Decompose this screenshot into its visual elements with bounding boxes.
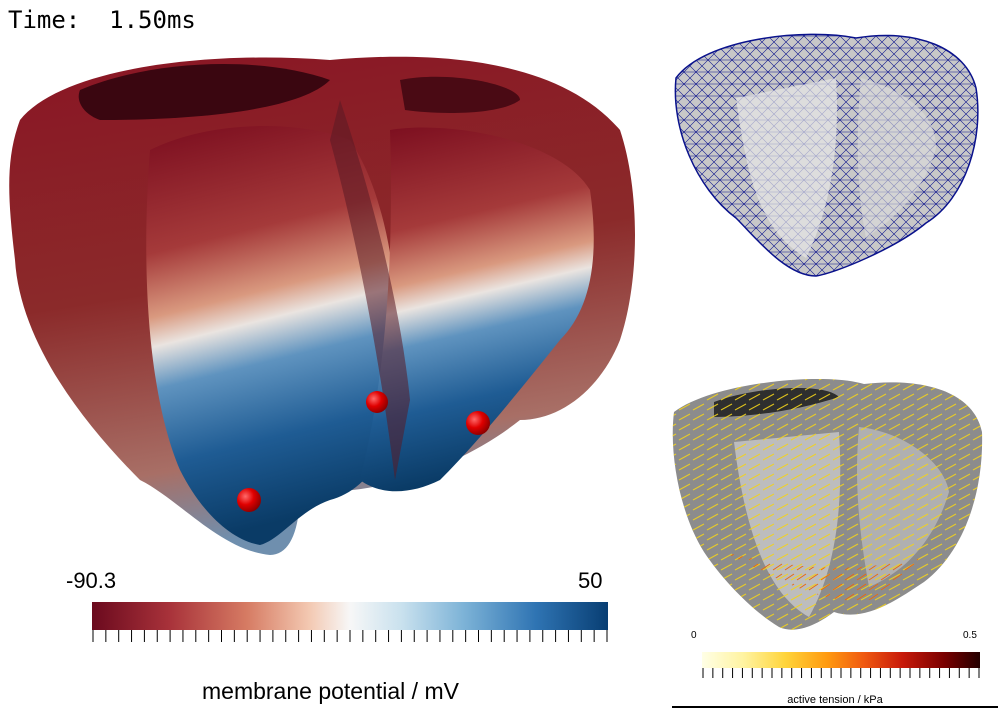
- colorbar-small: [702, 652, 980, 668]
- divider-line: [672, 706, 998, 708]
- tension-surface: [672, 379, 983, 630]
- heart-surface: [9, 56, 635, 555]
- mesh-surface: [674, 33, 979, 277]
- time-value: 1.50ms: [109, 6, 196, 34]
- colorbar-small-title: active tension / kPa: [787, 694, 883, 706]
- active-tension-heart-view[interactable]: [664, 372, 990, 640]
- time-label: Time: 1.50ms: [8, 6, 196, 34]
- colorbar-main-max: 50: [578, 568, 603, 593]
- colorbar-main-ticks: [92, 630, 608, 642]
- electrode-marker: [466, 411, 490, 435]
- colorbar-main-min: -90.3: [66, 568, 117, 593]
- colorbar-small-max: 0.5: [963, 630, 977, 641]
- membrane-potential-heart-view[interactable]: [0, 40, 640, 560]
- electrode-marker: [237, 488, 261, 512]
- colorbar-small-min: 0: [691, 630, 697, 641]
- colorbar-main: [92, 602, 608, 630]
- electrode-marker: [366, 391, 388, 413]
- colorbar-small-ticks: [702, 668, 980, 678]
- time-prefix: Time:: [8, 6, 81, 34]
- colorbar-main-title: membrane potential / mV: [202, 678, 459, 704]
- mesh-wireframe-view[interactable]: [666, 18, 986, 280]
